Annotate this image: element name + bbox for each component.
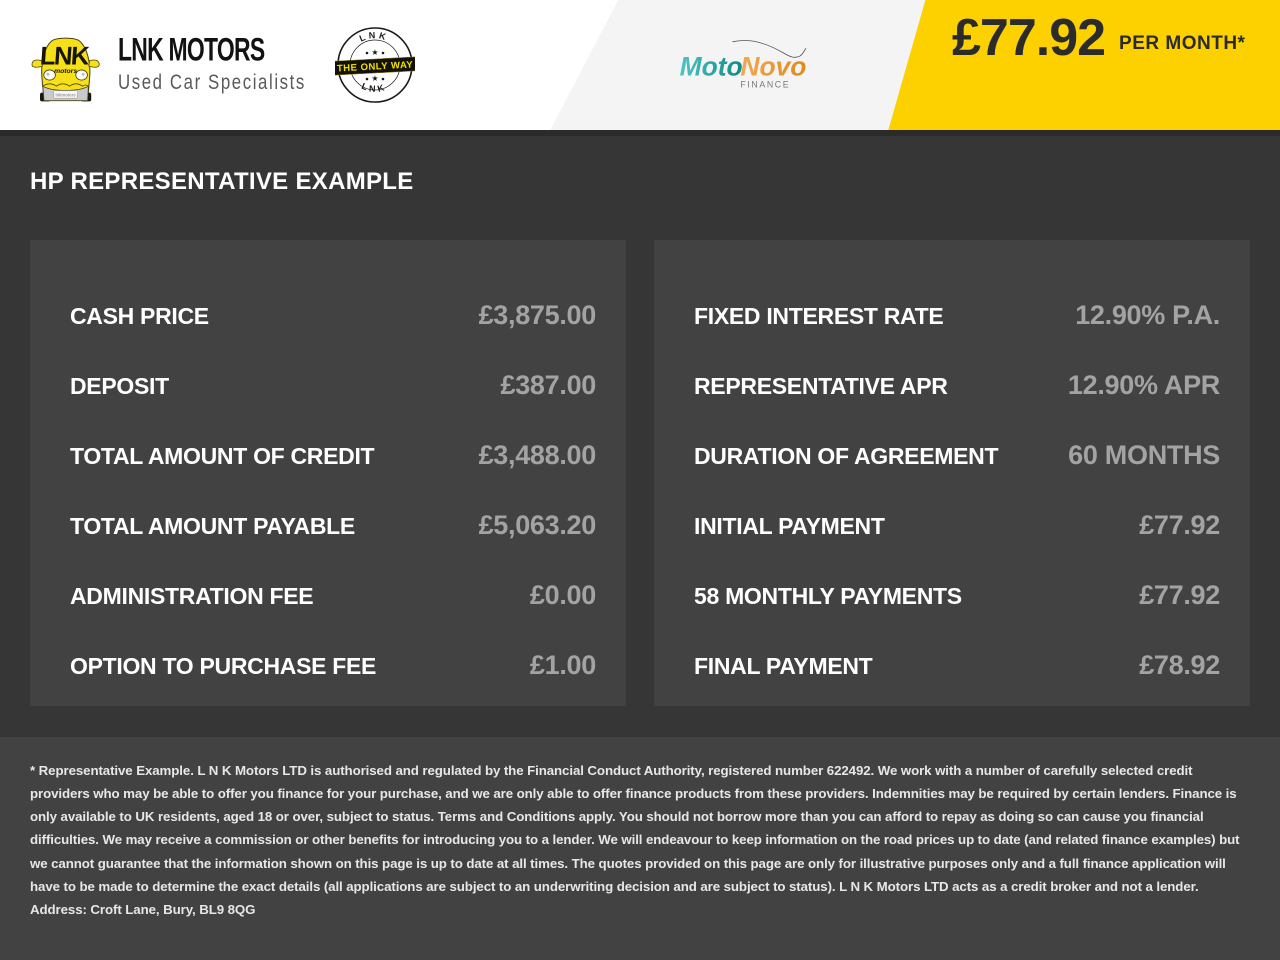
svg-text:★: ★ (371, 74, 378, 83)
svg-text:Moto: Moto (680, 51, 743, 81)
svg-text:FINANCE: FINANCE (740, 79, 790, 89)
svg-text:Novo: Novo (740, 51, 806, 81)
svg-text:★: ★ (371, 48, 378, 57)
svg-text:LNK: LNK (39, 42, 91, 70)
svg-text:lnkmotors: lnkmotors (56, 92, 77, 97)
svg-text:motors: motors (54, 68, 77, 75)
